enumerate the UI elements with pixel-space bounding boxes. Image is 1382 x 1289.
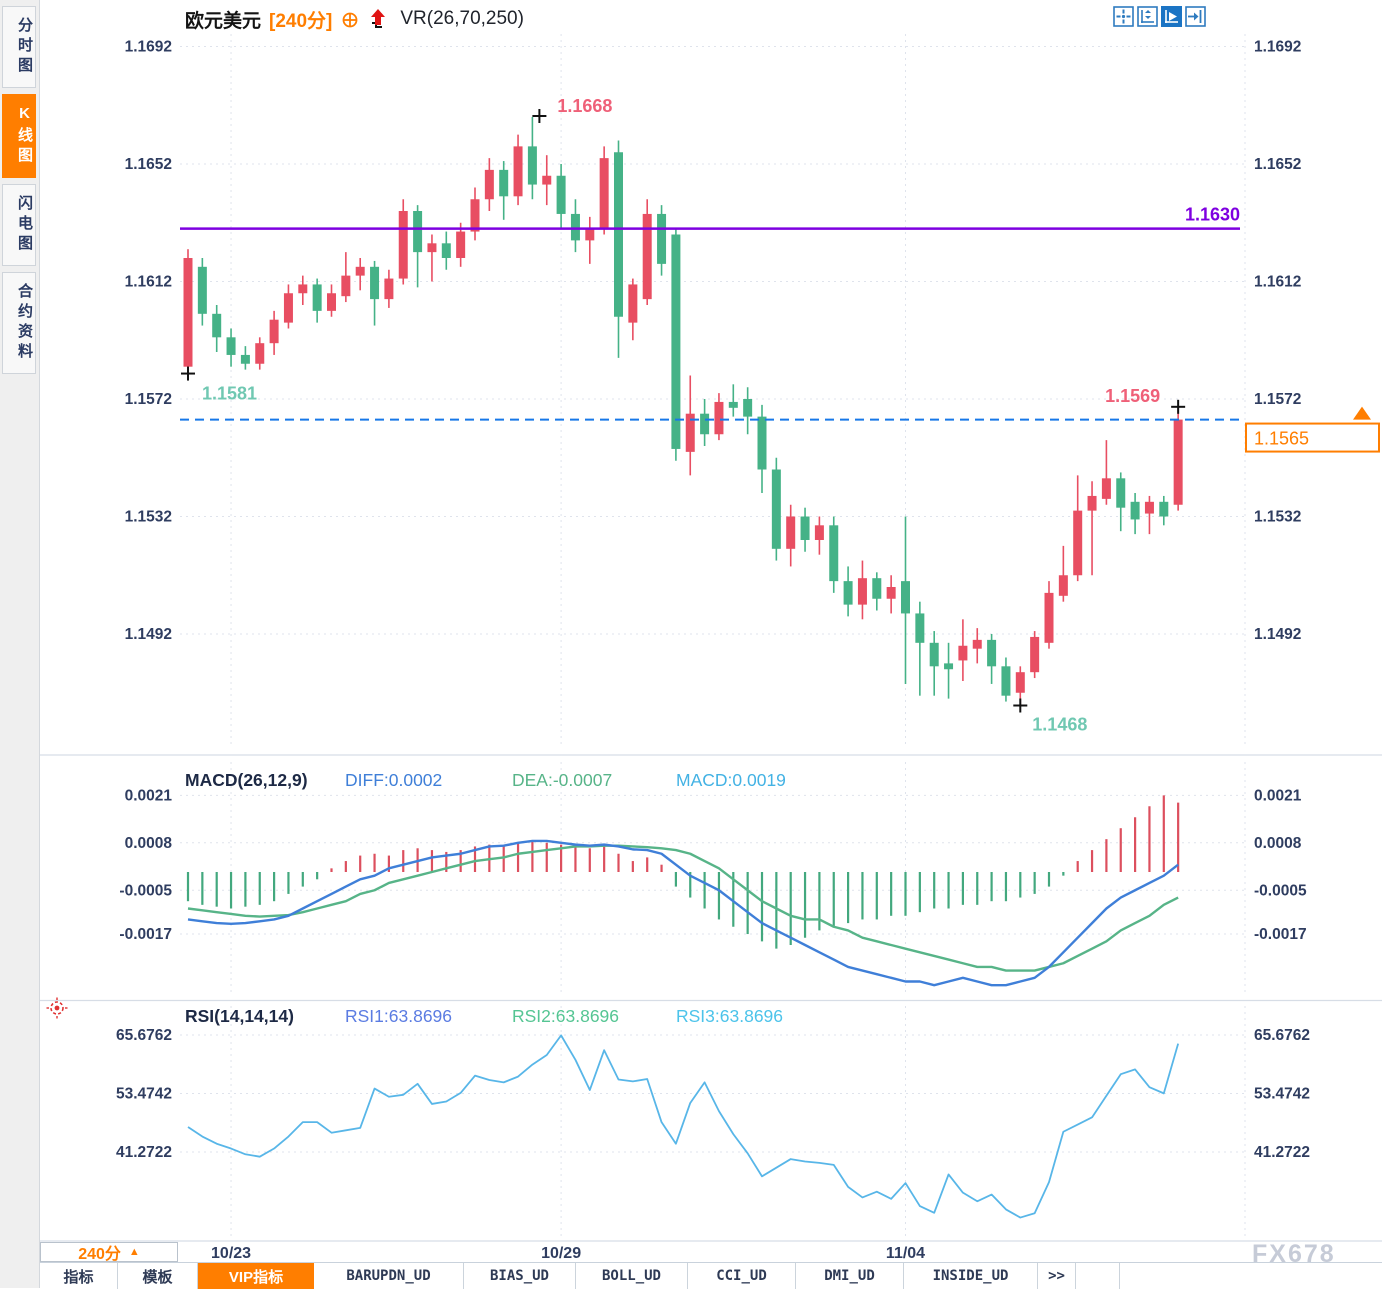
svg-text:0.0021: 0.0021 xyxy=(1254,787,1302,804)
current-price-value: 1.1565 xyxy=(1254,429,1309,449)
axis-labels: 1.1692 1.1692 1.1652 1.1652 1.1612 1.1612 1.15… xyxy=(116,39,1310,1263)
candle-series xyxy=(183,117,1183,705)
svg-text:1.1692: 1.1692 xyxy=(125,39,172,56)
tab-指标[interactable]: 指标 xyxy=(40,1263,118,1289)
svg-text:-0.0005: -0.0005 xyxy=(1254,882,1307,899)
svg-text:1.1572: 1.1572 xyxy=(1254,391,1301,408)
svg-text:41.2722: 41.2722 xyxy=(1254,1144,1310,1161)
svg-text:1.1692: 1.1692 xyxy=(1254,39,1301,56)
tab-VIP指标[interactable]: VIP指标 xyxy=(198,1263,314,1289)
date-tick: 10/23 xyxy=(211,1245,251,1262)
tab-INSIDE_UD[interactable]: INSIDE_UD xyxy=(904,1263,1038,1289)
current-price-box xyxy=(1245,422,1380,453)
svg-text:1.1492: 1.1492 xyxy=(125,626,172,643)
svg-text:1.1492: 1.1492 xyxy=(1254,626,1301,643)
svg-text:41.2722: 41.2722 xyxy=(116,1144,172,1161)
svg-text:DEA:-0.0007: DEA:-0.0007 xyxy=(512,770,612,790)
interval-selector[interactable]: 240分 ▲ xyxy=(40,1242,178,1263)
svg-text:RSI3:63.8696: RSI3:63.8696 xyxy=(676,1006,783,1026)
tab-empty xyxy=(1076,1263,1120,1289)
tab-BARUPDN_UD[interactable]: BARUPDN_UD xyxy=(314,1263,464,1289)
svg-text:MACD(26,12,9): MACD(26,12,9) xyxy=(185,770,308,790)
rsi-panel xyxy=(187,1034,1180,1219)
interval-up-triangle-icon: ▲ xyxy=(128,1245,140,1258)
add-indicator-icon[interactable] xyxy=(340,9,360,29)
date-tick: 11/04 xyxy=(886,1245,925,1262)
svg-text:1.1532: 1.1532 xyxy=(125,509,172,526)
svg-text:1.1572: 1.1572 xyxy=(125,391,172,408)
svg-text:1.1612: 1.1612 xyxy=(125,274,172,291)
interval-selector-label: 240分 xyxy=(78,1246,121,1263)
price-annotation: 1.1468 xyxy=(1032,715,1087,735)
overlay-indicator-label: VR(26,70,250) xyxy=(400,8,524,29)
svg-text:RSI(14,14,14): RSI(14,14,14) xyxy=(185,1006,294,1026)
macd-panel xyxy=(186,795,1180,987)
watermark: FX678 xyxy=(1252,1240,1336,1268)
sidebar-item-合约资料[interactable]: 合约资料 xyxy=(2,272,36,374)
pan-crosshair-icon[interactable] xyxy=(1113,6,1134,27)
svg-text:1.1612: 1.1612 xyxy=(1254,274,1301,291)
sidebar-item-K线图[interactable]: K线图 xyxy=(2,94,36,178)
symbol-title: 欧元美元 xyxy=(185,10,262,32)
axis-range-icon[interactable] xyxy=(1137,6,1158,27)
level-line-label: 1.1630 xyxy=(1185,205,1240,225)
indicator-legend: RSI(14,14,14) RSI1:63.8696 RSI2:63.8696 RSI… xyxy=(185,1006,783,1026)
svg-text:65.6762: 65.6762 xyxy=(116,1027,172,1044)
svg-text:1.1652: 1.1652 xyxy=(1254,156,1301,173)
svg-text:RSI1:63.8696: RSI1:63.8696 xyxy=(345,1006,452,1026)
svg-text:-0.0017: -0.0017 xyxy=(119,926,172,943)
date-tick: 10/29 xyxy=(541,1245,581,1262)
indicator-tab-bar: 指标 模板 VIP指标 BARUPDN_UD BIAS_UD BOLL_UD CCI_UD D… xyxy=(40,1262,1382,1289)
svg-text:MACD:0.0019: MACD:0.0019 xyxy=(676,770,786,790)
tab-BOLL_UD[interactable]: BOLL_UD xyxy=(576,1263,688,1289)
chart-layout-toolbar xyxy=(1113,6,1206,27)
svg-text:-0.0017: -0.0017 xyxy=(1254,926,1307,943)
svg-text:DIFF:0.0002: DIFF:0.0002 xyxy=(345,770,442,790)
indicator-legend: MACD(26,12,9) DIFF:0.0002 DEA:-0.0007 MACD:… xyxy=(185,770,786,790)
grid xyxy=(180,34,1246,1240)
chart-header: 欧元美元 [240分] VR(26,70,250) xyxy=(185,6,524,32)
shift-right-icon[interactable] xyxy=(1185,6,1206,27)
tab-模板[interactable]: 模板 xyxy=(118,1263,198,1289)
up-arrow-icon xyxy=(368,7,388,31)
svg-text:53.4742: 53.4742 xyxy=(1254,1086,1310,1103)
svg-text:53.4742: 53.4742 xyxy=(116,1086,172,1103)
svg-text:0.0021: 0.0021 xyxy=(125,787,173,804)
tab->>[interactable]: >> xyxy=(1038,1263,1076,1289)
price-up-triangle-icon xyxy=(1353,406,1371,420)
chart-type-sidebar: 分时图 K线图闪电图合约资料 xyxy=(0,0,40,1288)
sidebar-item-分时图[interactable]: 分时图 xyxy=(2,6,36,88)
svg-text:65.6762: 65.6762 xyxy=(1254,1027,1310,1044)
price-annotation: 1.1668 xyxy=(557,96,612,116)
svg-text:0.0008: 0.0008 xyxy=(125,835,173,852)
tab-BIAS_UD[interactable]: BIAS_UD xyxy=(464,1263,576,1289)
tab-DMI_UD[interactable]: DMI_UD xyxy=(796,1263,904,1289)
price-annotation: 1.1569 xyxy=(1105,386,1160,406)
svg-text:0.0008: 0.0008 xyxy=(1254,835,1302,852)
interval-badge: [240分] xyxy=(269,10,333,32)
svg-text:-0.0005: -0.0005 xyxy=(119,882,172,899)
svg-text:1.1652: 1.1652 xyxy=(125,156,172,173)
svg-text:RSI2:63.8696: RSI2:63.8696 xyxy=(512,1006,619,1026)
price-annotation: 1.1581 xyxy=(202,384,257,404)
tab-CCI_UD[interactable]: CCI_UD xyxy=(688,1263,796,1289)
sun-marker-icon xyxy=(46,997,68,1019)
auto-scale-icon[interactable] xyxy=(1161,6,1182,27)
svg-text:1.1532: 1.1532 xyxy=(1254,509,1301,526)
sidebar-item-闪电图[interactable]: 闪电图 xyxy=(2,184,36,266)
